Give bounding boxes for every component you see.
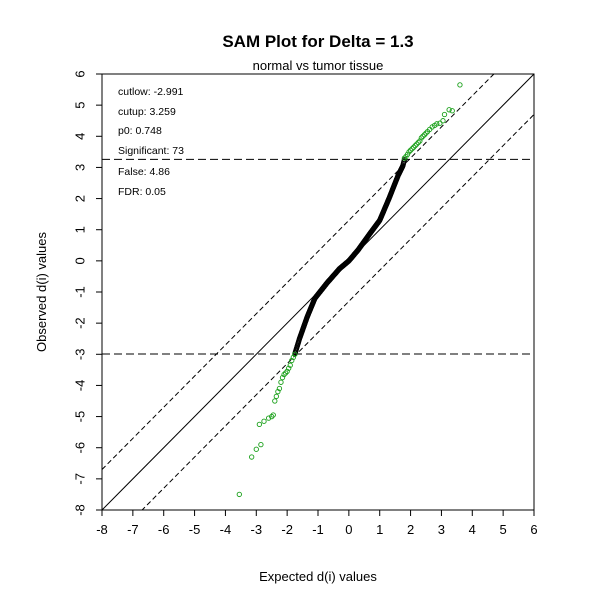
x-tick-label: -8 [96, 522, 108, 537]
y-tick-label: -8 [73, 504, 88, 516]
stat-fdr: FDR: 0.05 [118, 186, 166, 198]
x-tick-label: 2 [407, 522, 414, 537]
y-tick-label: -5 [73, 411, 88, 423]
stat-significant: Significant: 73 [118, 145, 184, 157]
stat-cutlow: cutlow: -2.991 [118, 86, 184, 98]
data-point [287, 362, 293, 368]
x-tick-label: -1 [312, 522, 324, 537]
data-point [258, 441, 264, 448]
x-axis-title: Expected d(i) values [259, 569, 377, 584]
data-point [275, 389, 281, 395]
data-point [446, 107, 452, 113]
plot-area [102, 74, 534, 510]
y-tick-label: 1 [73, 226, 88, 233]
data-point [282, 370, 289, 376]
data-point [270, 412, 276, 418]
x-tick-label: -2 [281, 522, 293, 537]
y-tick-label: -2 [73, 317, 88, 329]
data-point [256, 421, 263, 428]
y-tick-label: 5 [73, 102, 88, 109]
data-point [420, 133, 426, 139]
y-axis: -8 -7 -6 -5 -4 -3 -2 -1 0 1 2 3 4 5 6 [73, 70, 102, 516]
y-tick-label: -1 [73, 286, 88, 298]
data-point [415, 139, 421, 146]
y-tick-label: 3 [73, 164, 88, 171]
data-point [276, 385, 283, 392]
data-point [261, 418, 267, 424]
data-point [457, 82, 463, 88]
data-point [236, 491, 242, 498]
stat-false: False: 4.86 [118, 166, 170, 178]
data-point [286, 365, 292, 371]
data-point [272, 398, 278, 404]
data-point [289, 357, 295, 364]
x-tick-label: -7 [127, 522, 139, 537]
data-point [449, 108, 455, 114]
data-point [273, 393, 279, 399]
y-tick-label: -3 [73, 349, 88, 361]
data-point [423, 130, 429, 136]
data-point [278, 379, 284, 385]
data-point [412, 142, 418, 149]
x-tick-label: -4 [220, 522, 232, 537]
data-point [418, 135, 425, 141]
x-axis: -8 -7 -6 -5 -4 -3 -2 -1 0 1 2 3 4 5 6 [96, 510, 538, 537]
data-point [411, 144, 417, 150]
data-point [401, 156, 408, 163]
data-point [249, 454, 255, 460]
y-tick-label: -6 [73, 442, 88, 454]
data-point [401, 155, 408, 161]
chart-subtitle: normal vs tumor tissue [253, 58, 384, 73]
data-point [292, 351, 298, 357]
x-tick-label: 1 [376, 522, 383, 537]
x-tick-label: 3 [438, 522, 445, 537]
y-tick-label: 4 [73, 133, 88, 140]
x-tick-label: -3 [251, 522, 263, 537]
x-tick-label: -6 [158, 522, 170, 537]
x-tick-label: 5 [500, 522, 507, 537]
data-point [281, 371, 287, 378]
data-point [269, 413, 275, 420]
data-point [434, 121, 440, 127]
data-point [441, 111, 448, 118]
data-point [253, 446, 259, 452]
x-tick-label: 0 [345, 522, 352, 537]
data-point [409, 146, 415, 152]
data-point [290, 354, 296, 361]
data-point [421, 132, 428, 138]
x-tick-label: 6 [530, 522, 537, 537]
stat-cutup: cutup: 3.259 [118, 106, 176, 118]
stats-block: cutlow: -2.991 cutup: 3.259 p0: 0.748 Si… [118, 86, 184, 198]
y-tick-label: 2 [73, 195, 88, 202]
data-point [265, 415, 272, 421]
data-point [437, 120, 443, 126]
y-axis-title: Observed d(i) values [34, 232, 49, 352]
y-tick-label: 0 [73, 257, 88, 264]
chart-title: SAM Plot for Delta = 1.3 [222, 32, 413, 51]
y-tick-label: -4 [73, 380, 88, 392]
x-tick-label: -5 [189, 522, 201, 537]
x-tick-label: 4 [469, 522, 476, 537]
data-point [414, 141, 420, 147]
data-point [284, 368, 290, 375]
delta-lower-line [141, 114, 534, 510]
data-point [440, 118, 446, 124]
data-point [417, 138, 423, 144]
data-point [406, 149, 412, 155]
y-tick-label: -7 [73, 473, 88, 485]
data-point [407, 147, 414, 153]
data-point [279, 374, 286, 381]
delta-upper-line [102, 74, 495, 470]
y-tick-label: 6 [73, 70, 88, 77]
stat-p0: p0: 0.748 [118, 125, 162, 137]
